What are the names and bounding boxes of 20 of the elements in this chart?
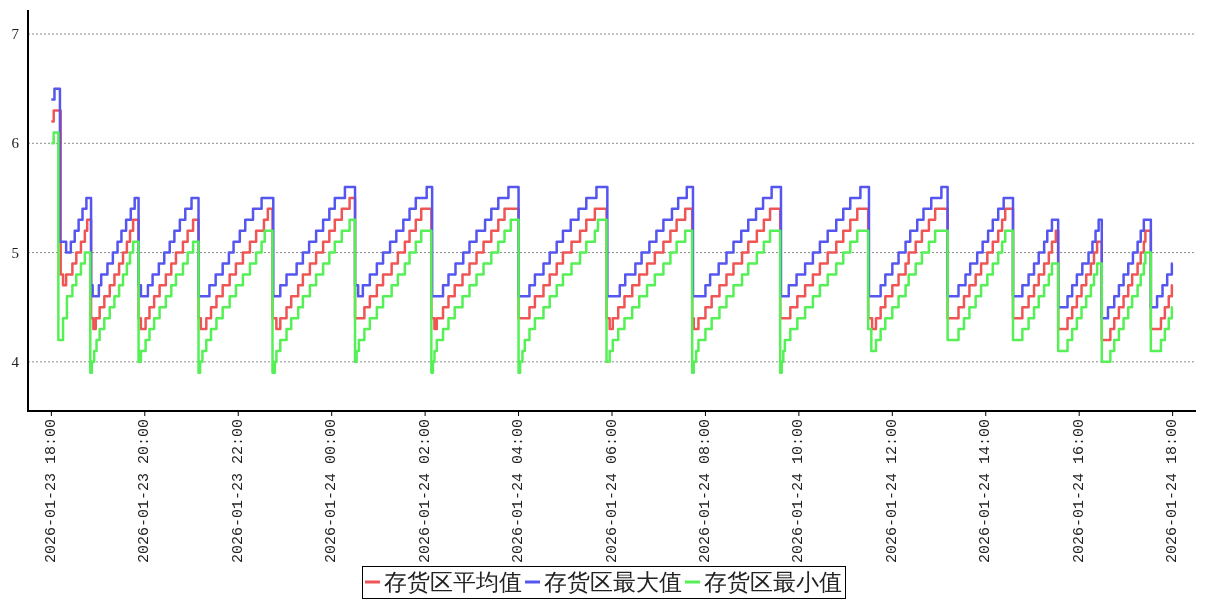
- x-tick-label: 2026-01-24 14:00: [977, 419, 995, 564]
- x-tick-label: 2026-01-23 20:00: [136, 419, 154, 564]
- y-tick-label: 5: [11, 244, 19, 261]
- y-tick-label: 7: [11, 26, 20, 43]
- x-tick-label: 2026-01-24 12:00: [883, 419, 901, 564]
- x-tick-label: 2026-01-24 18:00: [1164, 419, 1182, 564]
- y-tick-label: 4: [11, 353, 20, 370]
- y-tick-label: 6: [11, 135, 20, 152]
- legend-label: 存货区平均值: [384, 569, 522, 595]
- x-tick-label: 2026-01-24 04:00: [510, 419, 528, 564]
- x-tick-label: 2026-01-24 00:00: [323, 419, 341, 564]
- x-tick-label: 2026-01-24 02:00: [416, 419, 434, 564]
- legend-label: 存货区最小值: [704, 569, 842, 595]
- x-tick-label: 2026-01-23 22:00: [229, 419, 247, 564]
- x-tick-label: 2026-01-24 08:00: [696, 419, 714, 564]
- x-tick-label: 2026-01-24 16:00: [1070, 419, 1088, 564]
- x-tick-label: 2026-01-23 18:00: [42, 419, 60, 564]
- x-tick-label: 2026-01-24 10:00: [790, 419, 808, 564]
- legend-label: 存货区最大值: [544, 569, 682, 595]
- x-tick-label: 2026-01-24 06:00: [603, 419, 621, 564]
